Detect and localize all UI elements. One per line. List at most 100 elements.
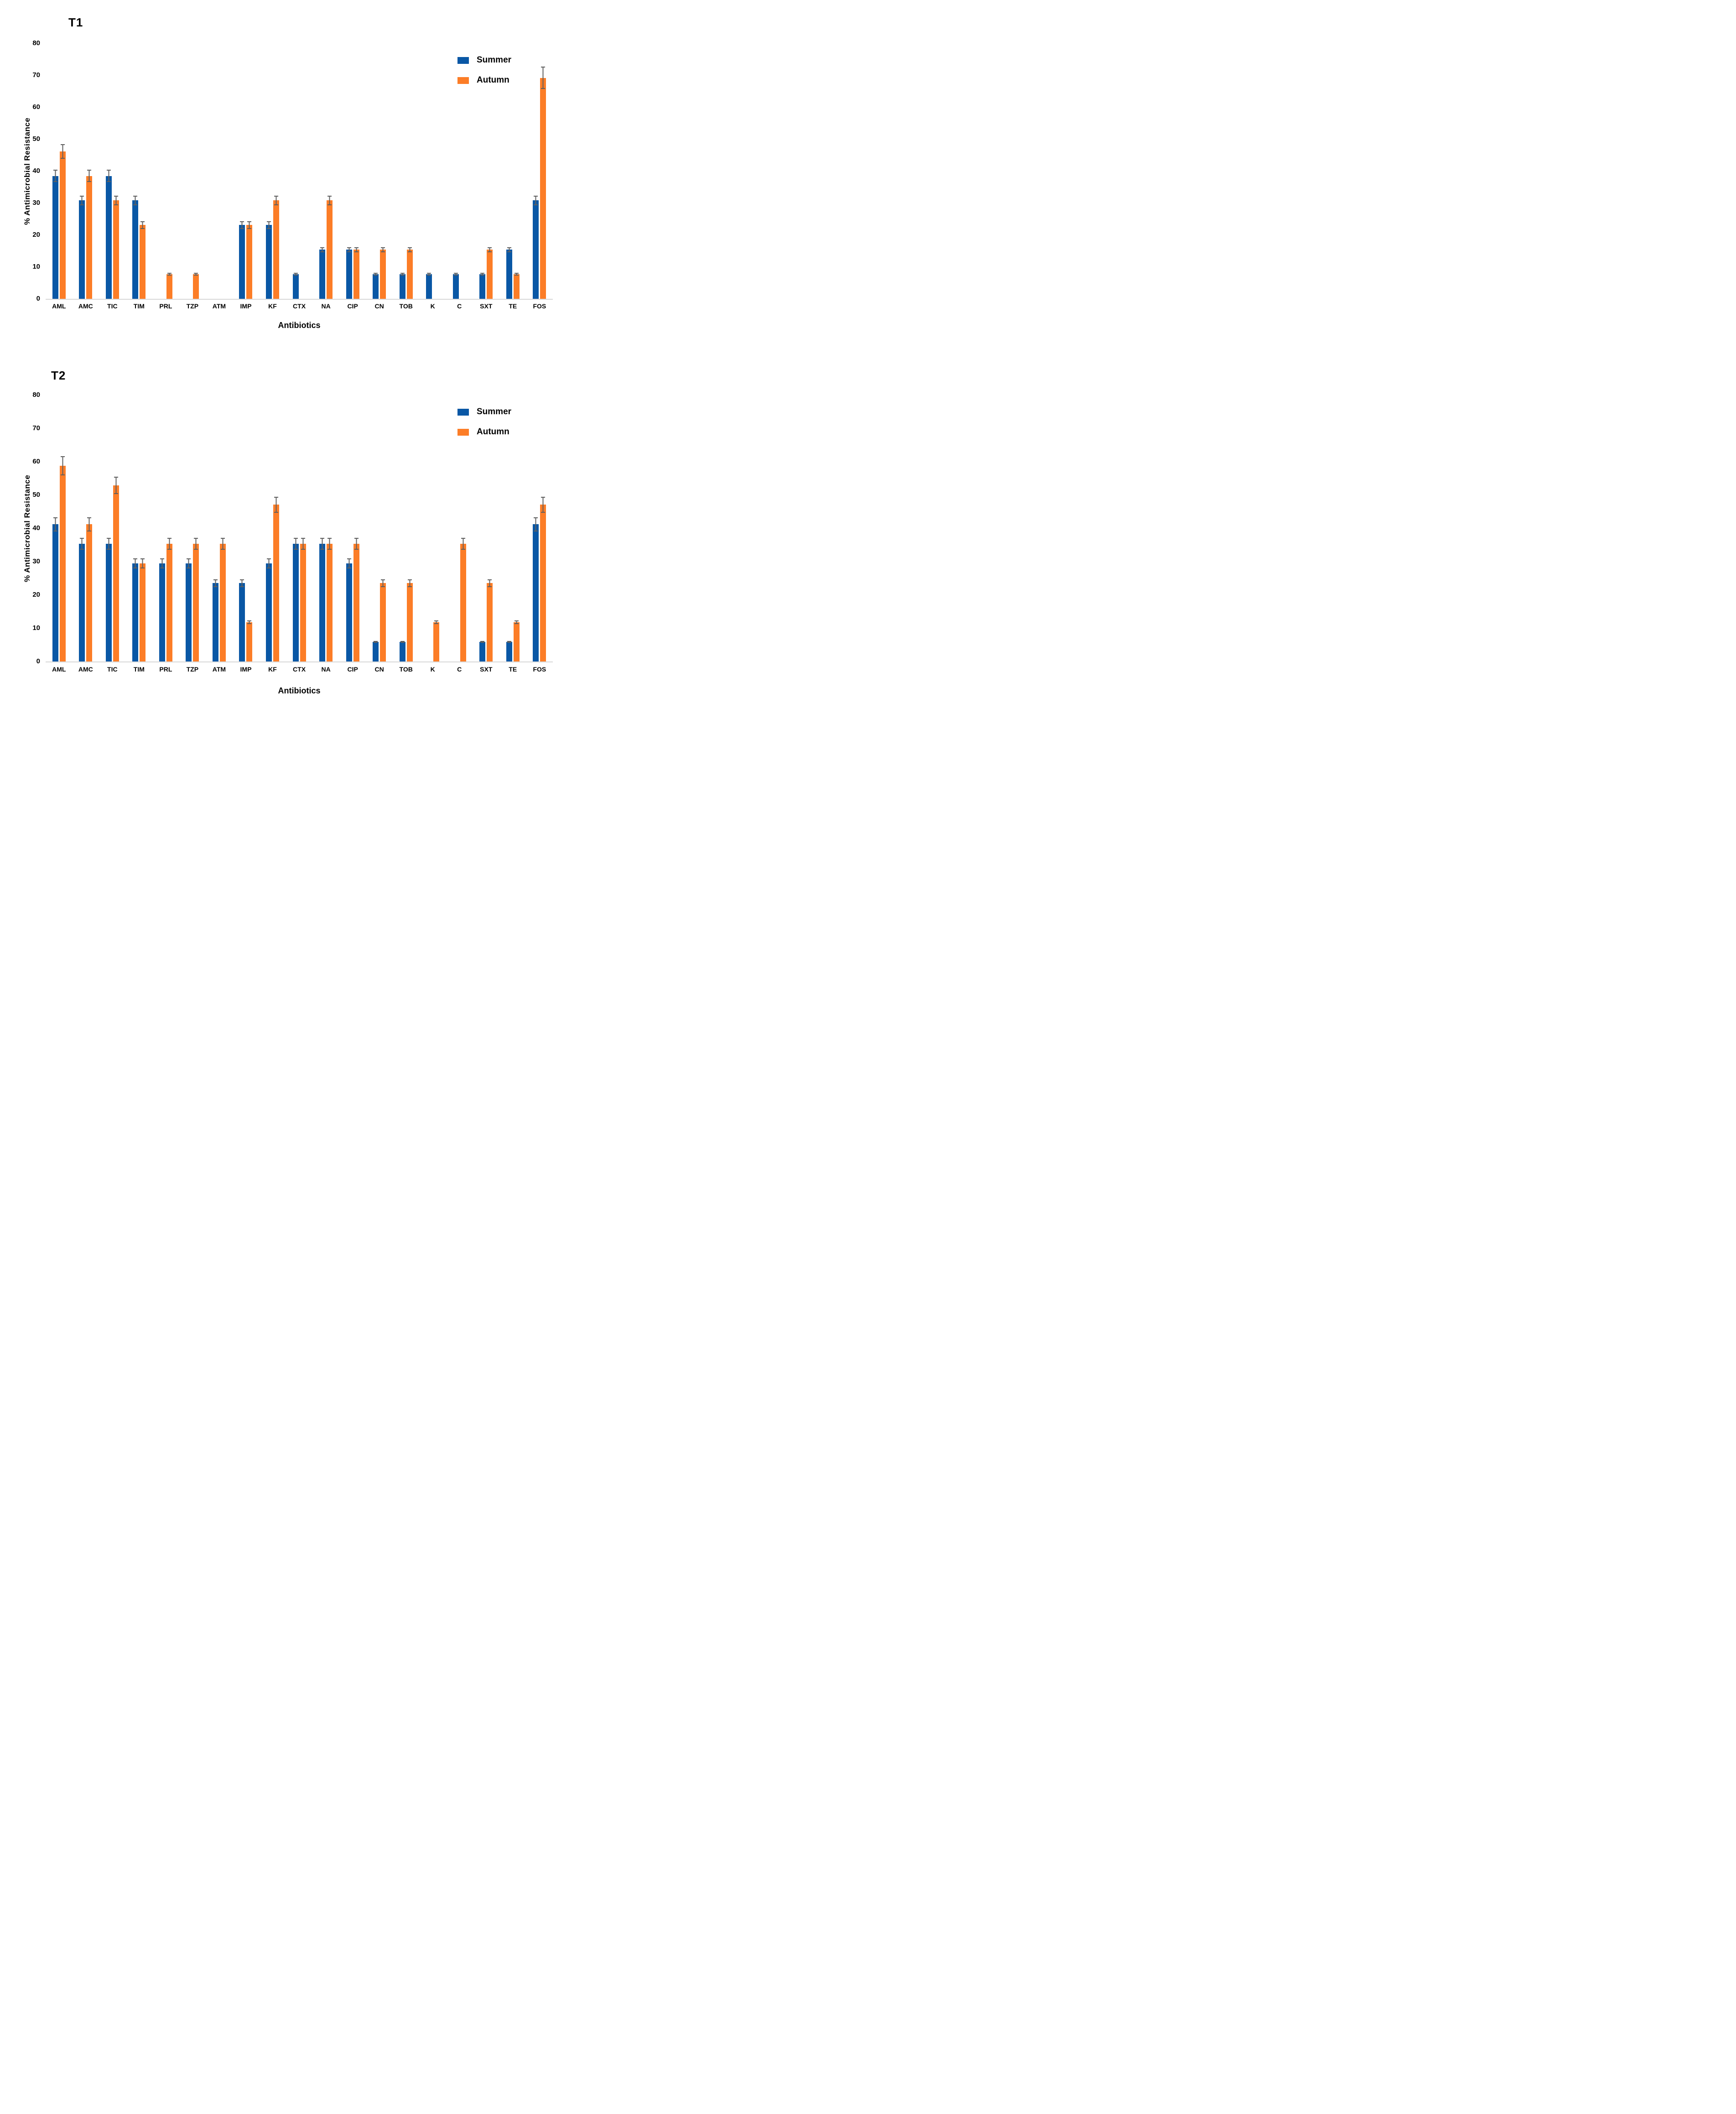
error-bar-summer-ATM bbox=[213, 579, 218, 588]
bar-summer-AML bbox=[52, 524, 58, 661]
error-bar-summer-TIC bbox=[106, 538, 111, 550]
bar-autumn-NA bbox=[327, 200, 333, 299]
error-bar-autumn-TE bbox=[514, 273, 519, 276]
error-bar-autumn-TOB bbox=[407, 247, 412, 252]
x-category-label-K: K bbox=[430, 666, 435, 673]
x-category-label-TOB: TOB bbox=[399, 666, 413, 673]
error-bar-summer-IMP bbox=[240, 221, 244, 229]
y-tick-label: 40 bbox=[32, 524, 40, 532]
bar-autumn-SXT bbox=[487, 250, 493, 299]
error-bar-autumn-TIC bbox=[114, 195, 118, 205]
x-category-label-PRL: PRL bbox=[159, 666, 172, 673]
bar-summer-FOS bbox=[533, 524, 539, 661]
x-axis-category-labels: AML AMC TIC TIM PRL TZP ATM IMP KF CTX NA CIP CN TOB K… bbox=[46, 666, 553, 673]
x-category-label-TZP: TZP bbox=[186, 666, 199, 673]
x-category-label-CN: CN bbox=[374, 302, 384, 310]
error-bar-autumn-CIP bbox=[354, 538, 359, 550]
legend-label-autumn: Autumn bbox=[477, 75, 509, 85]
error-bar-summer-TOB bbox=[400, 273, 405, 276]
x-category-label-TIM: TIM bbox=[133, 666, 145, 673]
bar-summer-TZP bbox=[186, 563, 192, 661]
y-tick-label: 50 bbox=[32, 135, 40, 143]
bar-autumn-PRL bbox=[166, 544, 172, 661]
error-bar-summer-SXT bbox=[480, 273, 485, 276]
bar-summer-KF bbox=[265, 225, 272, 299]
figure: T1 % Antimicrobial Resistance 0 10 20 30 40 5… bbox=[0, 0, 579, 707]
error-bar-summer-TIM bbox=[133, 195, 138, 205]
bar-autumn-CN bbox=[380, 250, 386, 299]
legend-swatch-summer-icon bbox=[457, 408, 469, 416]
legend-label-summer: Summer bbox=[477, 55, 512, 65]
bar-autumn-CTX bbox=[300, 544, 306, 661]
x-category-label-CIP: CIP bbox=[347, 302, 358, 310]
y-tick-label: 20 bbox=[32, 231, 40, 239]
error-bar-autumn-K bbox=[434, 620, 439, 625]
bar-autumn-TE bbox=[513, 274, 520, 299]
x-category-label-ATM: ATM bbox=[212, 302, 226, 310]
bar-autumn-TZP bbox=[193, 274, 199, 299]
x-category-label-KF: KF bbox=[268, 666, 277, 673]
x-category-label-PRL: PRL bbox=[159, 302, 172, 310]
bar-summer-CIP bbox=[346, 563, 352, 661]
error-bar-autumn-IMP bbox=[247, 221, 252, 229]
bar-summer-CTX bbox=[292, 274, 299, 299]
y-tick-label: 70 bbox=[32, 424, 40, 432]
bar-autumn-NA bbox=[327, 544, 333, 661]
bar-summer-NA bbox=[319, 250, 326, 299]
legend-label-autumn: Autumn bbox=[477, 427, 509, 437]
bar-autumn-ATM bbox=[219, 544, 226, 661]
error-bar-autumn-C bbox=[461, 538, 465, 550]
error-bar-autumn-PRL bbox=[167, 273, 172, 276]
error-bar-autumn-TIM bbox=[140, 221, 145, 229]
error-bar-summer-CTX bbox=[293, 273, 298, 276]
error-bar-autumn-AMC bbox=[87, 517, 92, 531]
x-category-label-TOB: TOB bbox=[399, 302, 413, 310]
y-tick-label: 80 bbox=[32, 39, 40, 47]
bar-autumn-IMP bbox=[246, 225, 253, 299]
bar-autumn-TE bbox=[513, 622, 520, 661]
x-category-label-ATM: ATM bbox=[212, 666, 226, 673]
legend-label-summer: Summer bbox=[477, 407, 512, 417]
error-bar-summer-AML bbox=[53, 517, 57, 531]
bar-summer-CN bbox=[373, 641, 379, 661]
bar-autumn-C bbox=[460, 544, 466, 661]
bar-autumn-FOS bbox=[540, 78, 546, 299]
error-bar-summer-PRL bbox=[160, 558, 164, 569]
error-bar-summer-NA bbox=[320, 538, 325, 550]
error-bar-autumn-FOS bbox=[541, 496, 546, 513]
y-tick-label: 60 bbox=[32, 458, 40, 465]
error-bar-autumn-CIP bbox=[354, 247, 359, 252]
error-bar-summer-AML bbox=[53, 170, 57, 182]
x-category-label-CTX: CTX bbox=[293, 302, 306, 310]
y-tick-label: 40 bbox=[32, 167, 40, 175]
bars-layer bbox=[46, 395, 553, 661]
bar-summer-AMC bbox=[79, 200, 85, 299]
figure-page: { "figure": { "background": "#FFFFFF" },… bbox=[0, 0, 579, 707]
error-bar-summer-NA bbox=[320, 247, 325, 252]
bar-summer-TOB bbox=[399, 641, 405, 661]
error-bar-summer-AMC bbox=[80, 538, 84, 550]
bar-autumn-AMC bbox=[86, 524, 93, 661]
x-category-label-NA: NA bbox=[321, 666, 331, 673]
error-bar-autumn-IMP bbox=[247, 620, 252, 625]
chart-t2: T2 % Antimicrobial Resistance 0 10 20 30 40 5… bbox=[0, 346, 579, 707]
chart-title: T2 bbox=[51, 368, 66, 382]
x-category-label-FOS: FOS bbox=[533, 666, 546, 673]
bar-autumn-TIM bbox=[140, 225, 146, 299]
legend-item-summer: Summer bbox=[457, 407, 511, 417]
error-bar-summer-TIC bbox=[106, 170, 111, 182]
bar-summer-TIC bbox=[105, 544, 112, 661]
y-tick-label: 10 bbox=[32, 263, 40, 271]
bar-autumn-SXT bbox=[487, 583, 493, 661]
bar-autumn-FOS bbox=[540, 505, 546, 661]
bar-autumn-TIM bbox=[140, 563, 146, 661]
y-tick-label: 10 bbox=[32, 624, 40, 632]
bar-summer-PRL bbox=[159, 563, 165, 661]
bar-summer-TIC bbox=[105, 176, 112, 299]
bar-summer-NA bbox=[319, 544, 326, 661]
legend-item-autumn: Autumn bbox=[457, 427, 511, 437]
error-bar-autumn-TZP bbox=[194, 538, 198, 550]
bar-summer-ATM bbox=[212, 583, 218, 661]
bar-summer-CTX bbox=[292, 544, 299, 661]
error-bar-summer-FOS bbox=[534, 517, 538, 531]
